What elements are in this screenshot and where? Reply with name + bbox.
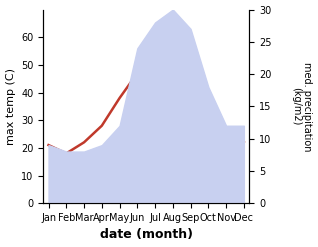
Y-axis label: med. precipitation
(kg/m2): med. precipitation (kg/m2) (291, 62, 313, 151)
X-axis label: date (month): date (month) (100, 228, 193, 242)
Y-axis label: max temp (C): max temp (C) (5, 68, 16, 145)
